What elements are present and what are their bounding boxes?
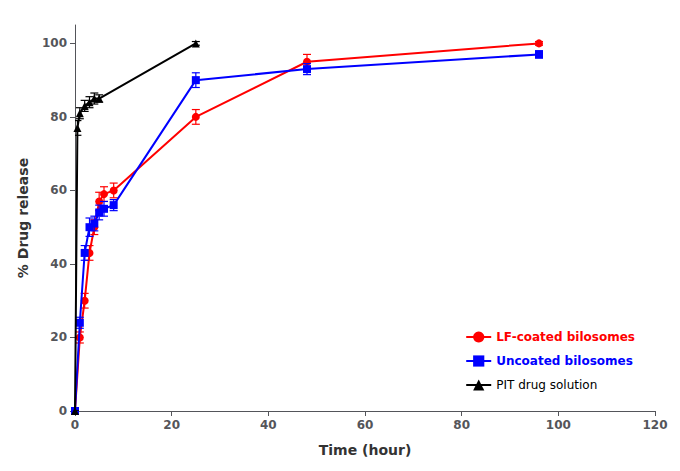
svg-text:80: 80 <box>50 110 67 124</box>
svg-text:80: 80 <box>453 418 470 432</box>
svg-text:LF-coated bilosomes: LF-coated bilosomes <box>496 330 635 344</box>
svg-text:20: 20 <box>50 330 67 344</box>
svg-text:100: 100 <box>42 36 67 50</box>
svg-text:0: 0 <box>59 404 67 418</box>
svg-text:120: 120 <box>642 418 667 432</box>
svg-text:Time (hour): Time (hour) <box>319 442 412 458</box>
svg-text:PIT drug solution: PIT drug solution <box>496 378 597 392</box>
svg-text:60: 60 <box>50 183 67 197</box>
svg-text:40: 40 <box>260 418 277 432</box>
svg-text:20: 20 <box>163 418 180 432</box>
svg-text:100: 100 <box>546 418 571 432</box>
svg-text:% Drug release: % Drug release <box>15 158 31 278</box>
svg-text:0: 0 <box>71 418 79 432</box>
svg-text:40: 40 <box>50 257 67 271</box>
svg-text:60: 60 <box>357 418 374 432</box>
svg-text:Uncoated bilosomes: Uncoated bilosomes <box>496 354 633 368</box>
